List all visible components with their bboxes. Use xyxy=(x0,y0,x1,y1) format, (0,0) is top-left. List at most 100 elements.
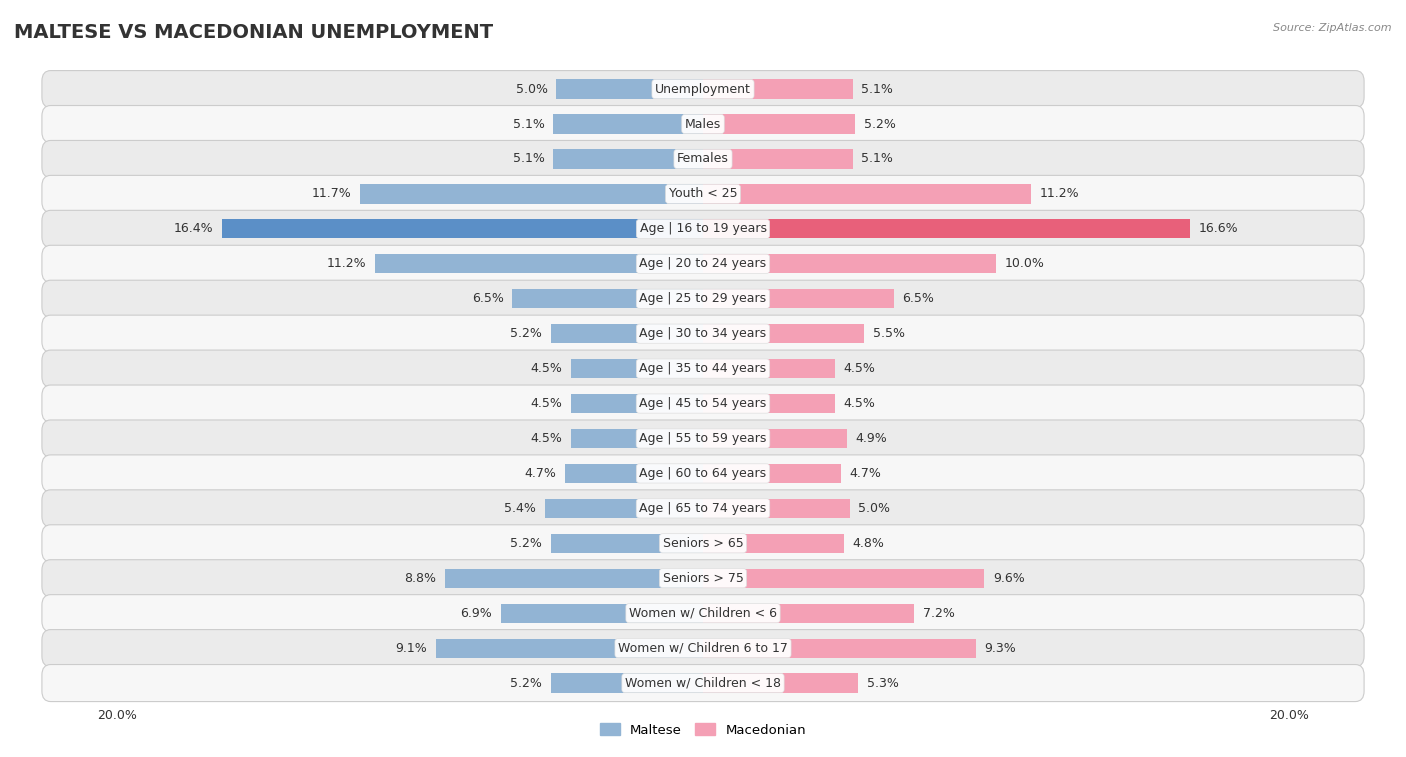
Text: 4.9%: 4.9% xyxy=(855,432,887,445)
Text: Age | 55 to 59 years: Age | 55 to 59 years xyxy=(640,432,766,445)
Text: Age | 25 to 29 years: Age | 25 to 29 years xyxy=(640,292,766,305)
Text: 5.1%: 5.1% xyxy=(862,83,893,95)
Bar xyxy=(557,79,703,98)
Text: 16.6%: 16.6% xyxy=(1198,223,1239,235)
Text: 8.8%: 8.8% xyxy=(404,572,436,584)
Text: 6.5%: 6.5% xyxy=(903,292,934,305)
FancyBboxPatch shape xyxy=(42,315,1364,352)
Bar xyxy=(374,254,703,273)
Bar xyxy=(703,254,997,273)
Text: 16.4%: 16.4% xyxy=(174,223,214,235)
Bar xyxy=(703,638,976,658)
Text: 11.7%: 11.7% xyxy=(312,188,352,201)
FancyBboxPatch shape xyxy=(42,210,1364,248)
FancyBboxPatch shape xyxy=(42,141,1364,177)
Bar xyxy=(571,394,703,413)
Text: 5.5%: 5.5% xyxy=(873,327,905,340)
Bar xyxy=(703,464,841,483)
Text: 11.2%: 11.2% xyxy=(1040,188,1080,201)
Text: 5.2%: 5.2% xyxy=(510,327,541,340)
Text: 5.0%: 5.0% xyxy=(859,502,890,515)
Bar xyxy=(554,114,703,134)
Text: 4.5%: 4.5% xyxy=(844,362,876,375)
Bar xyxy=(703,184,1032,204)
Bar xyxy=(446,569,703,588)
Bar xyxy=(571,359,703,378)
Bar xyxy=(222,220,703,238)
Bar xyxy=(544,499,703,518)
Text: Age | 45 to 54 years: Age | 45 to 54 years xyxy=(640,397,766,410)
Bar xyxy=(703,79,852,98)
Bar xyxy=(565,464,703,483)
Text: 10.0%: 10.0% xyxy=(1005,257,1045,270)
Text: 11.2%: 11.2% xyxy=(326,257,366,270)
FancyBboxPatch shape xyxy=(42,525,1364,562)
Text: Seniors > 75: Seniors > 75 xyxy=(662,572,744,584)
FancyBboxPatch shape xyxy=(42,665,1364,702)
Text: 5.0%: 5.0% xyxy=(516,83,547,95)
Text: Age | 16 to 19 years: Age | 16 to 19 years xyxy=(640,223,766,235)
Bar xyxy=(703,499,849,518)
Bar xyxy=(501,603,703,623)
Bar xyxy=(551,674,703,693)
Text: Age | 65 to 74 years: Age | 65 to 74 years xyxy=(640,502,766,515)
FancyBboxPatch shape xyxy=(42,630,1364,667)
Bar xyxy=(551,534,703,553)
Bar xyxy=(551,324,703,343)
Text: 5.1%: 5.1% xyxy=(862,152,893,166)
Text: 4.5%: 4.5% xyxy=(530,397,562,410)
Text: 4.7%: 4.7% xyxy=(524,467,557,480)
Text: 5.2%: 5.2% xyxy=(510,677,541,690)
Text: 4.8%: 4.8% xyxy=(852,537,884,550)
Text: 5.1%: 5.1% xyxy=(513,117,544,130)
Text: 9.3%: 9.3% xyxy=(984,642,1017,655)
Bar xyxy=(703,534,844,553)
FancyBboxPatch shape xyxy=(42,595,1364,631)
Text: 5.2%: 5.2% xyxy=(510,537,541,550)
FancyBboxPatch shape xyxy=(42,490,1364,527)
Text: 5.3%: 5.3% xyxy=(868,677,898,690)
Text: 4.5%: 4.5% xyxy=(844,397,876,410)
Text: 5.1%: 5.1% xyxy=(513,152,544,166)
Text: 7.2%: 7.2% xyxy=(922,606,955,620)
Text: 5.4%: 5.4% xyxy=(503,502,536,515)
Bar xyxy=(703,394,835,413)
Bar xyxy=(360,184,703,204)
Text: 5.2%: 5.2% xyxy=(865,117,896,130)
Text: Age | 30 to 34 years: Age | 30 to 34 years xyxy=(640,327,766,340)
FancyBboxPatch shape xyxy=(42,559,1364,597)
Text: 9.1%: 9.1% xyxy=(395,642,427,655)
Text: 4.5%: 4.5% xyxy=(530,362,562,375)
Text: 6.5%: 6.5% xyxy=(472,292,503,305)
Text: 6.9%: 6.9% xyxy=(460,606,492,620)
Text: Women w/ Children 6 to 17: Women w/ Children 6 to 17 xyxy=(619,642,787,655)
Text: Age | 20 to 24 years: Age | 20 to 24 years xyxy=(640,257,766,270)
Text: Source: ZipAtlas.com: Source: ZipAtlas.com xyxy=(1274,23,1392,33)
FancyBboxPatch shape xyxy=(42,385,1364,422)
Bar xyxy=(703,569,984,588)
Bar xyxy=(436,638,703,658)
Text: MALTESE VS MACEDONIAN UNEMPLOYMENT: MALTESE VS MACEDONIAN UNEMPLOYMENT xyxy=(14,23,494,42)
Bar xyxy=(703,114,855,134)
Bar xyxy=(703,324,865,343)
Text: Seniors > 65: Seniors > 65 xyxy=(662,537,744,550)
FancyBboxPatch shape xyxy=(42,245,1364,282)
FancyBboxPatch shape xyxy=(42,176,1364,213)
Text: 9.6%: 9.6% xyxy=(993,572,1025,584)
Bar xyxy=(703,149,852,169)
Bar xyxy=(703,359,835,378)
Text: Youth < 25: Youth < 25 xyxy=(669,188,737,201)
Legend: Maltese, Macedonian: Maltese, Macedonian xyxy=(595,718,811,742)
FancyBboxPatch shape xyxy=(42,105,1364,142)
Bar xyxy=(571,429,703,448)
Bar xyxy=(703,429,846,448)
FancyBboxPatch shape xyxy=(42,280,1364,317)
FancyBboxPatch shape xyxy=(42,70,1364,107)
Text: Unemployment: Unemployment xyxy=(655,83,751,95)
Text: Women w/ Children < 6: Women w/ Children < 6 xyxy=(628,606,778,620)
Bar xyxy=(703,674,859,693)
Text: Males: Males xyxy=(685,117,721,130)
Bar xyxy=(512,289,703,308)
Text: 4.5%: 4.5% xyxy=(530,432,562,445)
FancyBboxPatch shape xyxy=(42,350,1364,387)
